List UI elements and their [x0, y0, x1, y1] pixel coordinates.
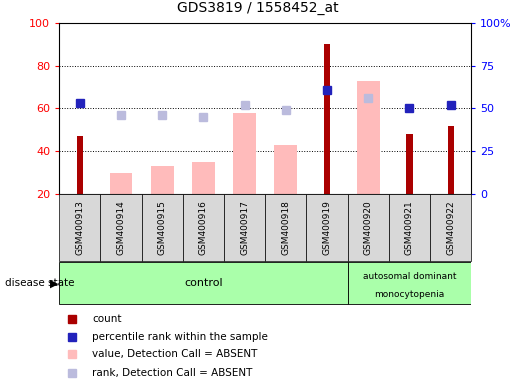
Bar	[348, 262, 471, 305]
Bar	[59, 194, 100, 261]
Text: GSM400922: GSM400922	[446, 200, 455, 255]
Bar	[348, 194, 389, 261]
Text: GSM400919: GSM400919	[322, 200, 332, 255]
Bar	[448, 126, 454, 194]
Bar	[274, 145, 297, 194]
Bar	[324, 45, 330, 194]
Bar	[151, 166, 174, 194]
Bar	[357, 81, 380, 194]
Text: GSM400918: GSM400918	[281, 200, 290, 255]
Bar	[406, 134, 413, 194]
Bar	[77, 136, 83, 194]
Bar	[265, 194, 306, 261]
Text: autosomal dominant: autosomal dominant	[363, 272, 456, 281]
Bar	[100, 194, 142, 261]
Text: monocytopenia: monocytopenia	[374, 290, 444, 299]
Text: disease state: disease state	[5, 278, 75, 288]
Bar	[224, 194, 265, 261]
Text: GSM400917: GSM400917	[240, 200, 249, 255]
Text: count: count	[92, 314, 122, 324]
Text: GSM400915: GSM400915	[158, 200, 167, 255]
Text: GSM400920: GSM400920	[364, 200, 373, 255]
Bar	[110, 172, 132, 194]
Text: control: control	[184, 278, 222, 288]
Text: value, Detection Call = ABSENT: value, Detection Call = ABSENT	[92, 349, 258, 359]
Text: GSM400916: GSM400916	[199, 200, 208, 255]
Text: percentile rank within the sample: percentile rank within the sample	[92, 332, 268, 342]
Text: GSM400913: GSM400913	[75, 200, 84, 255]
Text: GSM400921: GSM400921	[405, 200, 414, 255]
Text: rank, Detection Call = ABSENT: rank, Detection Call = ABSENT	[92, 368, 252, 378]
Text: ▶: ▶	[50, 278, 58, 288]
Bar	[306, 194, 348, 261]
Text: GSM400914: GSM400914	[116, 200, 126, 255]
Bar	[142, 194, 183, 261]
Bar	[183, 194, 224, 261]
Bar	[233, 113, 256, 194]
Bar	[192, 162, 215, 194]
Bar	[430, 194, 471, 261]
Bar	[389, 194, 430, 261]
Text: GDS3819 / 1558452_at: GDS3819 / 1558452_at	[177, 2, 338, 15]
Bar	[59, 262, 348, 305]
